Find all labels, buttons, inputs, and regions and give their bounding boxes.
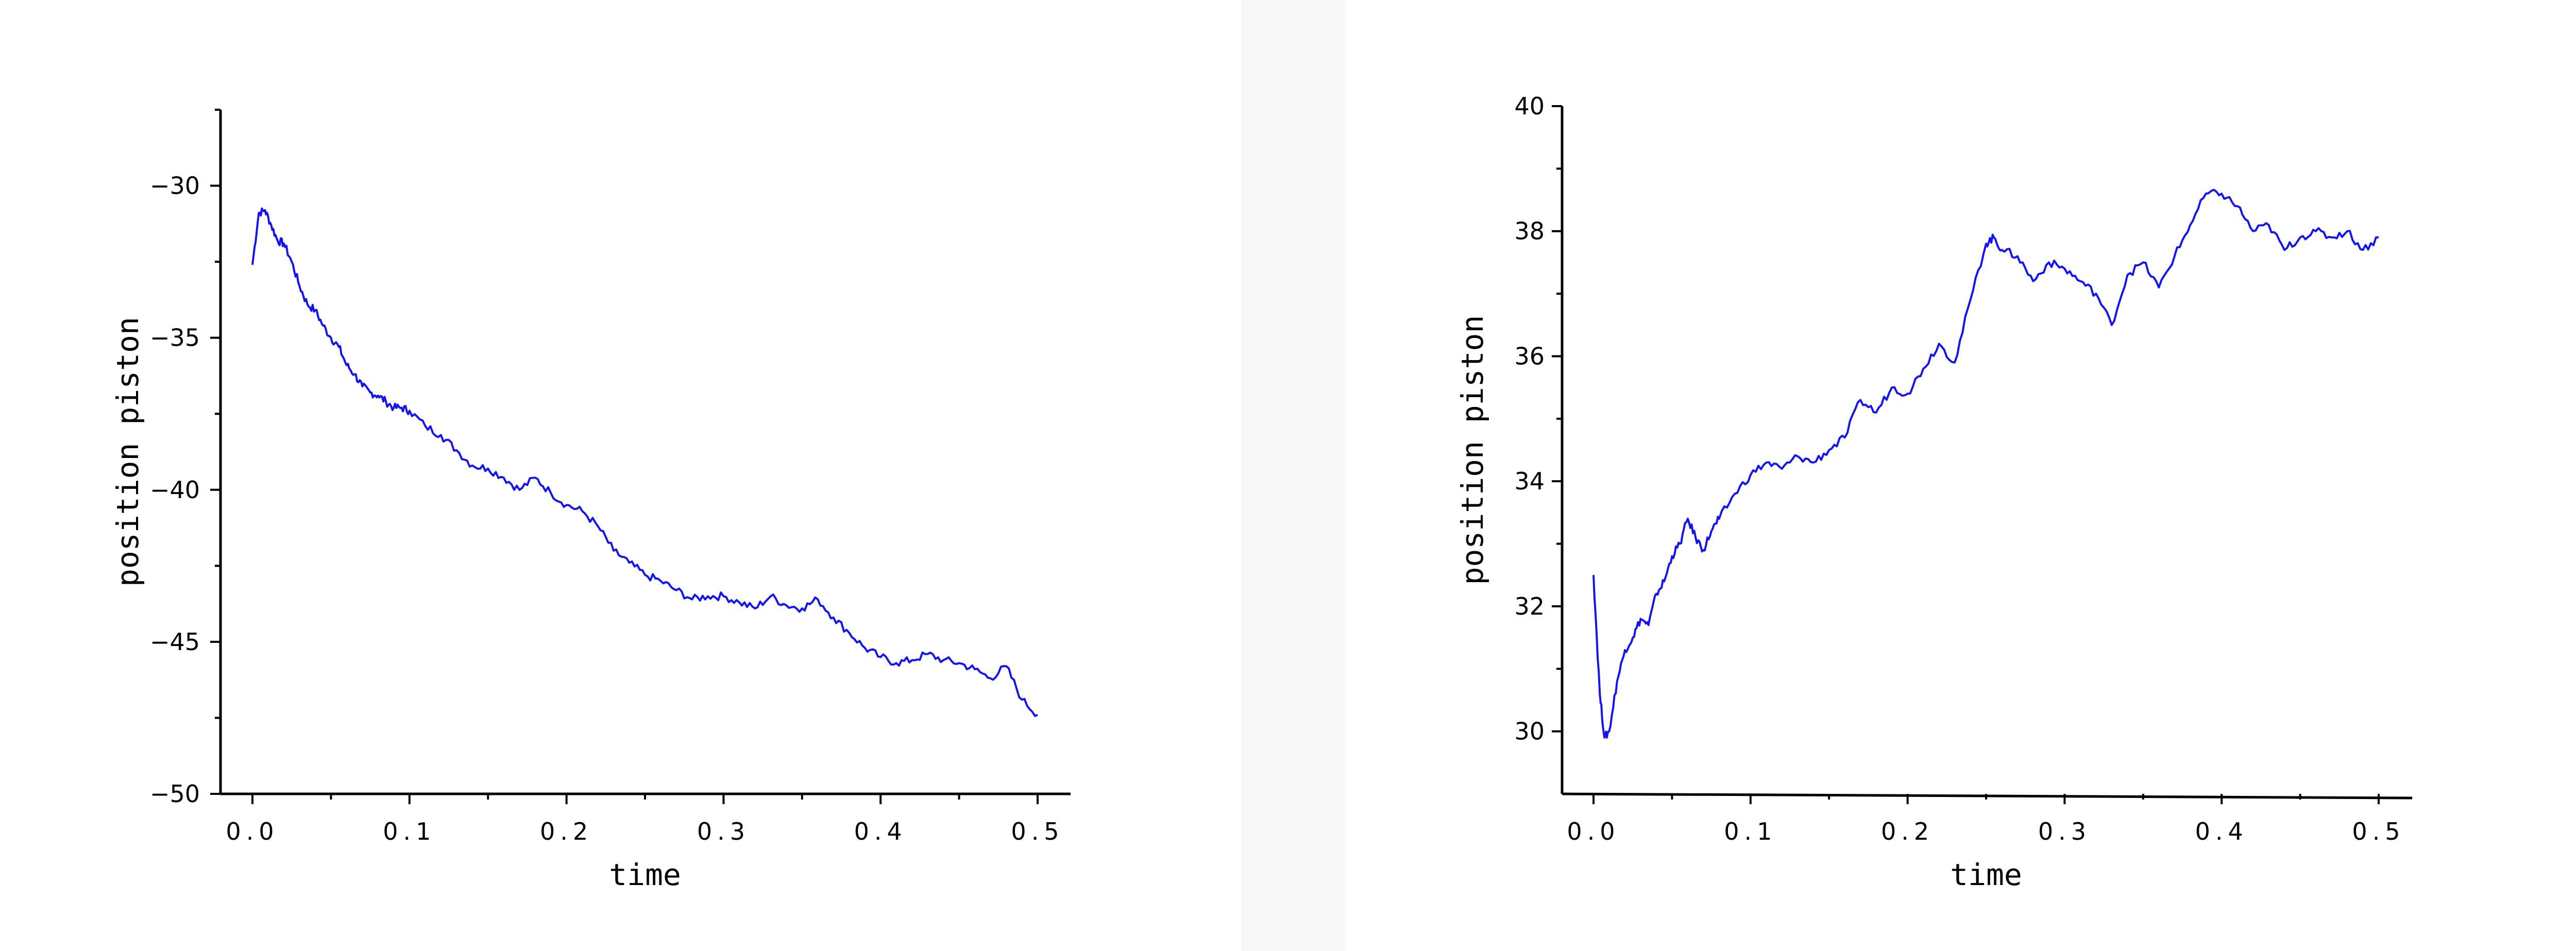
series-line xyxy=(251,207,1038,717)
x-tick-label: 0.3 xyxy=(697,818,750,845)
x-tick-label: 0.2 xyxy=(540,818,593,845)
x-tick-label: 0.4 xyxy=(854,818,907,845)
x-tick-label: 0.1 xyxy=(383,818,436,845)
y-tick-label: 40 xyxy=(1514,92,1545,120)
x-tick-label: 0.1 xyxy=(1724,818,1777,845)
x-tick-label: 0.2 xyxy=(1881,818,1934,845)
y-tick-label: −40 xyxy=(150,476,200,504)
x-tick-label: 0.0 xyxy=(1567,818,1620,845)
y-tick-label: 38 xyxy=(1514,217,1545,245)
y-tick-label: −35 xyxy=(150,324,200,352)
x-tick-label: 0.0 xyxy=(226,818,279,845)
right-chart: 0.0 0.1 0.2 0.3 0.4 0.5 40 38 36 34 32 30 time positi… xyxy=(1455,92,2413,892)
y-tick-label: 30 xyxy=(1514,718,1545,745)
x-tick-label: 0.5 xyxy=(1011,818,1064,845)
left-chart-panel: 0.0 0.1 0.2 0.3 0.4 0.5 −30 −35 −40 −45 −50 time pos… xyxy=(0,0,1242,951)
y-tick-label: −45 xyxy=(150,628,200,656)
y-axis-title: position piston xyxy=(1455,315,1490,585)
y-tick-label: −50 xyxy=(150,780,200,808)
x-tick-label: 0.4 xyxy=(2195,818,2248,845)
left-chart: 0.0 0.1 0.2 0.3 0.4 0.5 −30 −35 −40 −45 −50 time pos… xyxy=(110,109,1071,892)
series-line xyxy=(1592,189,2379,739)
y-tick-label: 34 xyxy=(1514,467,1545,495)
x-axis-title: time xyxy=(1950,857,2022,892)
y-tick-label: 36 xyxy=(1514,342,1545,370)
panel-separator xyxy=(1242,0,1345,951)
right-chart-panel: 0.0 0.1 0.2 0.3 0.4 0.5 40 38 36 34 32 30 time positi… xyxy=(1345,0,2576,951)
y-tick-label: −30 xyxy=(150,172,200,200)
x-tick-label: 0.5 xyxy=(2352,818,2405,845)
y-axis-title: position piston xyxy=(110,317,145,587)
y-tick-label: 32 xyxy=(1514,592,1545,620)
x-axis-title: time xyxy=(609,857,681,892)
x-tick-label: 0.3 xyxy=(2038,818,2091,845)
